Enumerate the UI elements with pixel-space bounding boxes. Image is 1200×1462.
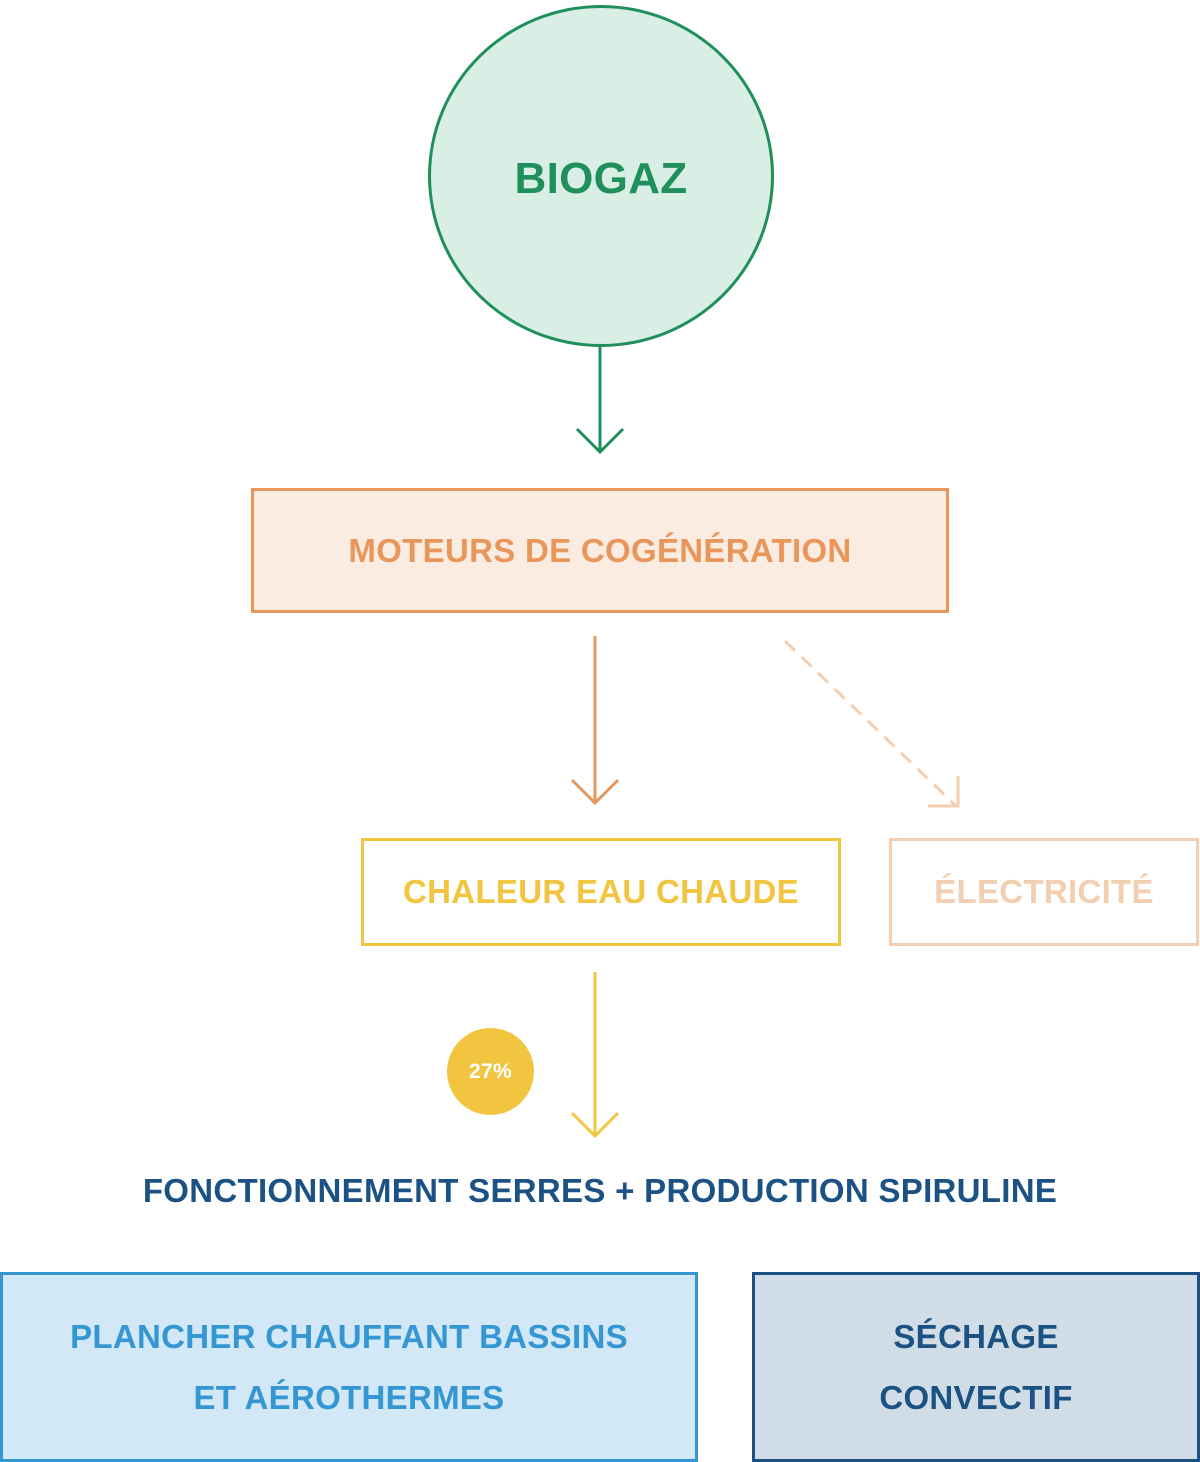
chaleur-label: CHALEUR EAU CHAUDE: [403, 873, 799, 910]
plancher-label-line-2: ET AÉROTHERMES: [193, 1379, 505, 1416]
percentage-label: 27%: [469, 1059, 512, 1083]
sechage-node: SÉCHAGE CONVECTIF: [752, 1272, 1200, 1462]
percentage-badge: 27%: [447, 1028, 534, 1115]
arrow-cogeneration-to-chaleur: [570, 636, 620, 806]
cogeneration-node: MOTEURS DE COGÉNÉRATION: [251, 488, 949, 613]
plancher-node: PLANCHER CHAUFFANT BASSINS ET AÉROTHERME…: [0, 1272, 698, 1462]
electricite-label: ÉLECTRICITÉ: [934, 873, 1154, 910]
sechage-label-line-1: SÉCHAGE: [893, 1318, 1059, 1355]
biogaz-label: BIOGAZ: [514, 154, 688, 203]
sechage-label-line-2: CONVECTIF: [879, 1379, 1073, 1416]
arrow-cogeneration-to-electricite: [783, 639, 960, 808]
plancher-label-line-1: PLANCHER CHAUFFANT BASSINS: [70, 1318, 628, 1355]
arrow-chaleur-to-target: [570, 972, 620, 1139]
biogaz-node: BIOGAZ: [428, 5, 774, 347]
target-label: FONCTIONNEMENT SERRES + PRODUCTION SPIRU…: [142, 1172, 1058, 1209]
cogeneration-label: MOTEURS DE COGÉNÉRATION: [348, 531, 852, 569]
electricite-node: ÉLECTRICITÉ: [889, 838, 1199, 946]
chaleur-node: CHALEUR EAU CHAUDE: [361, 838, 841, 946]
